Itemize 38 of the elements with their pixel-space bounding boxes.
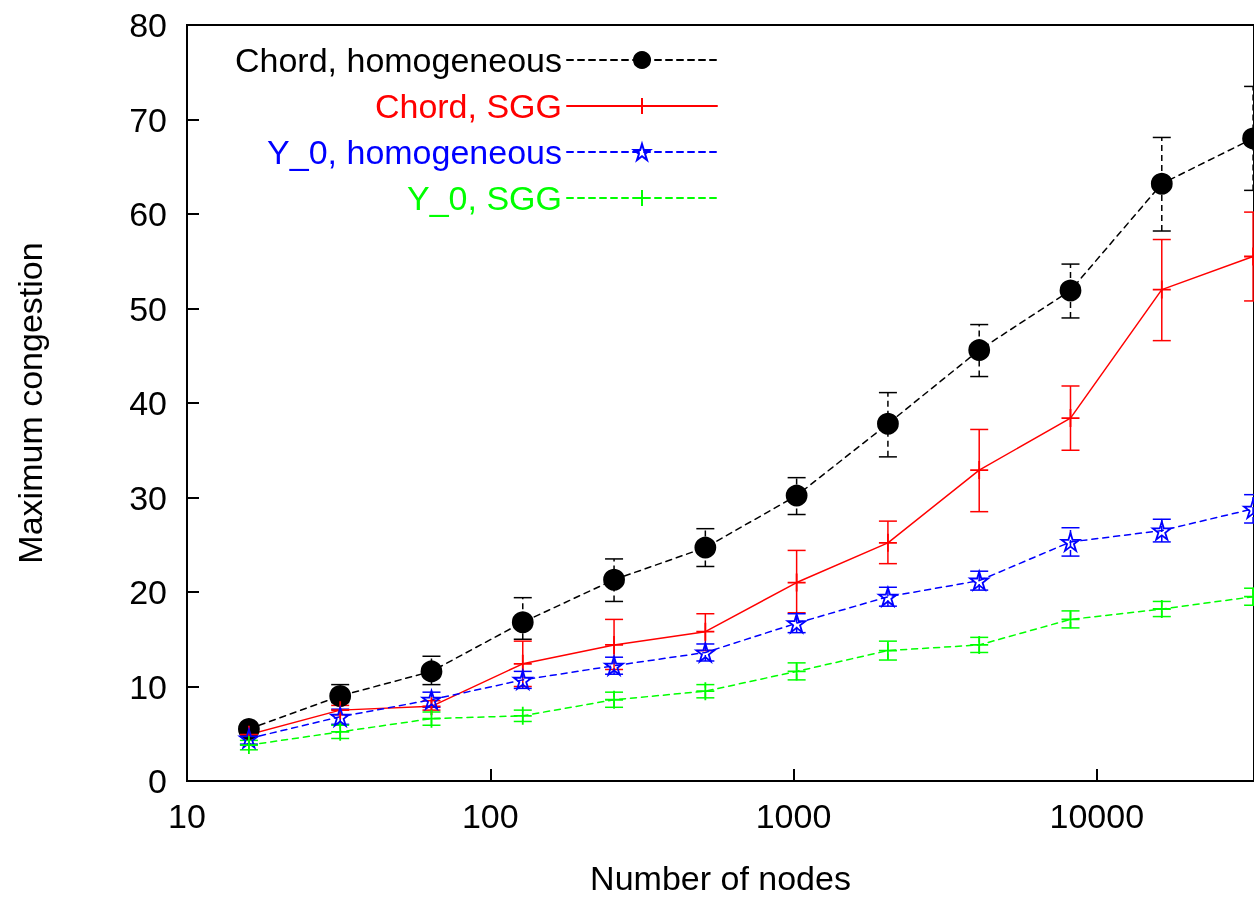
point [603,568,625,591]
point [786,572,807,593]
y-tick-label: 50 [129,289,167,328]
y-tick-label: 20 [129,573,167,611]
y-tick-label: 0 [148,762,167,800]
point [878,532,898,553]
legend-label: Chord, homogeneous [234,41,562,79]
legend-label: Y_0, homogeneous [267,133,562,171]
y-tick-label: 30 [129,478,167,517]
legend-label: Y_0, SGG [407,179,562,217]
y-tick-label: 10 [129,667,167,706]
y-tick-label: 40 [129,384,167,422]
y-axis-title: Maximum congestion [11,242,49,564]
point [694,536,717,559]
point [1150,172,1173,195]
point [1059,279,1082,302]
point [785,484,808,507]
point [1151,279,1172,300]
point [877,412,899,435]
y-tick-label: 60 [129,195,167,233]
point [1060,532,1081,552]
point [511,611,534,634]
point [695,621,716,642]
point [1060,408,1081,429]
y-tick-label: 80 [129,6,167,44]
legend-label: Chord, SGG [374,87,562,125]
x-tick-label: 1000 [755,797,832,835]
point [237,726,260,750]
point [330,700,351,721]
y-tick-label: 70 [129,100,167,139]
point [604,635,624,655]
point [969,460,990,480]
x-axis-title: Number of nodes [590,859,851,897]
x-tick-label: 100 [461,797,519,835]
x-tick-label: 10000 [1049,797,1145,835]
point [968,339,991,361]
point [420,660,443,683]
x-tick-label: 10 [168,797,206,835]
